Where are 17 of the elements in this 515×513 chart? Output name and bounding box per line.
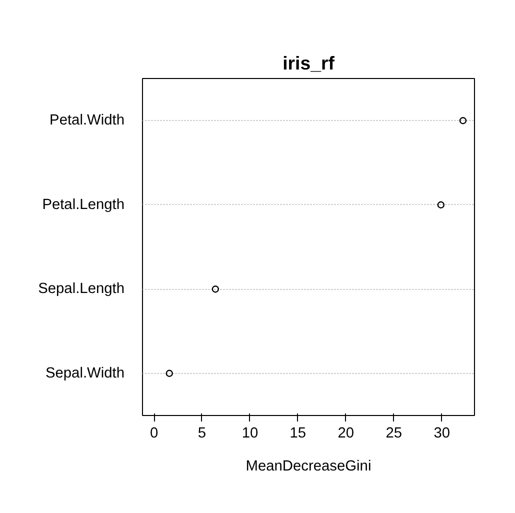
x-axis-title: MeanDecreaseGini	[246, 458, 372, 474]
point	[212, 286, 220, 293]
x-tick-label: 20	[338, 426, 354, 442]
point	[166, 370, 173, 377]
point	[459, 117, 467, 124]
x-tick-label: 30	[434, 426, 450, 442]
x-tick-label: 5	[198, 426, 206, 442]
point	[437, 201, 445, 208]
y-tick-label: Petal.Width	[50, 112, 125, 129]
y-tick-label: Petal.Length	[42, 196, 125, 213]
x-tick-label: 10	[242, 426, 258, 442]
x-tick-label: 25	[386, 426, 402, 442]
x-tick-label: 0	[150, 426, 158, 442]
x-tick-label: 15	[290, 426, 306, 442]
y-tick-label: Sepal.Width	[45, 365, 125, 382]
y-tick-label: Sepal.Length	[38, 281, 125, 298]
chart-title: iris_rf	[282, 52, 336, 74]
